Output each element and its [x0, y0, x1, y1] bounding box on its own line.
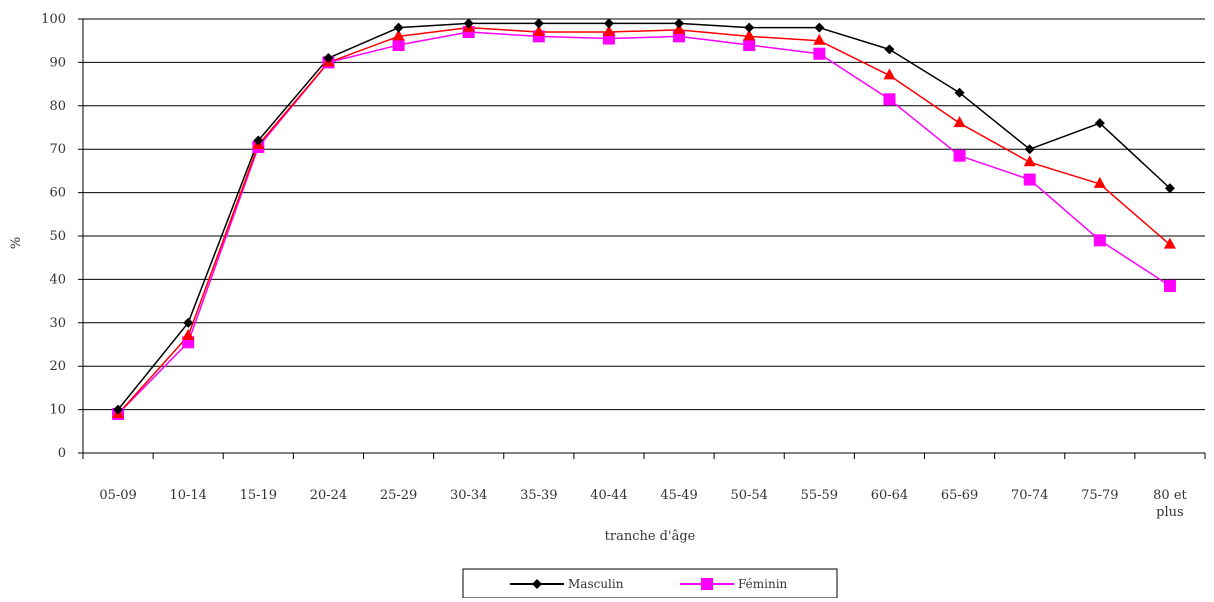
x-tick-label-line: 25-29: [380, 488, 417, 503]
x-tick-label: 65-69: [941, 488, 978, 503]
x-tick-label: 35-39: [520, 488, 557, 503]
legend-marker-diamond: [532, 579, 542, 589]
data-point-diamond: [744, 22, 755, 33]
gridlines: [78, 18, 1206, 459]
y-tick-label: 50: [49, 229, 66, 244]
data-point-triangle: [1093, 176, 1106, 188]
y-tick-label: 60: [49, 186, 66, 201]
x-tick-label-line: 70-74: [1011, 488, 1048, 503]
x-tick-label: 30-34: [450, 488, 487, 503]
y-tick-label: 0: [58, 446, 66, 461]
data-point-triangle: [182, 328, 195, 340]
data-point-diamond: [884, 44, 895, 55]
legend: Masculin Féminin: [462, 568, 838, 599]
x-tick-label-line: 75-79: [1081, 488, 1118, 503]
series-line-diamond: [117, 22, 1171, 411]
x-tick-label: 75-79: [1081, 488, 1118, 503]
data-point-triangle: [953, 116, 966, 128]
data-point-diamond: [954, 87, 965, 98]
x-tick-label-line: 15-19: [240, 488, 277, 503]
data-point-square: [1023, 173, 1036, 186]
y-axis-ticks: 0 10 20 30 40 50 60 70 80 90 100: [41, 12, 66, 461]
data-point-triangle: [1023, 155, 1036, 167]
data-point-diamond: [323, 53, 334, 64]
data-point-diamond: [814, 22, 825, 33]
series-line-triangle: [117, 26, 1171, 415]
data-point-triangle: [673, 22, 686, 34]
y-tick-label: 100: [41, 12, 66, 27]
y-tick-label: 10: [49, 403, 66, 418]
x-tick-label-line: 20-24: [310, 488, 347, 503]
x-tick-label: 60-64: [871, 488, 908, 503]
x-tick-label-line: 10-14: [169, 488, 206, 503]
data-point-diamond: [183, 317, 194, 328]
data-point-triangle: [1163, 237, 1176, 249]
data-point-diamond: [253, 135, 264, 146]
x-tick-label: 25-29: [380, 488, 417, 503]
x-tick-label-line: 05-09: [99, 488, 136, 503]
legend-marker-square: [701, 578, 713, 590]
x-axis-title: tranche d'âge: [605, 529, 696, 544]
data-point-diamond: [674, 18, 685, 29]
x-tick-label: 55-59: [801, 488, 838, 503]
data-point-diamond: [463, 18, 474, 29]
x-tick-label-line: 80 et: [1153, 488, 1187, 503]
data-point-square: [813, 47, 826, 60]
data-point-triangle: [743, 29, 756, 41]
series-markers: [112, 18, 1176, 420]
y-tick-label: 20: [49, 359, 66, 374]
data-point-triangle: [883, 68, 896, 80]
x-tick-label: 70-74: [1011, 488, 1048, 503]
data-point-square: [743, 39, 756, 52]
data-point-diamond: [533, 18, 544, 29]
data-point-diamond: [393, 22, 404, 33]
series-lines: [117, 22, 1171, 415]
data-point-triangle: [392, 29, 405, 41]
data-point-square: [883, 93, 896, 106]
x-axis-ticks: 05-09 10-14 15-19 20-24 25-29 30-34 35-39 40-44…: [99, 488, 1187, 520]
data-point-diamond: [603, 18, 614, 29]
data-point-triangle: [532, 25, 545, 37]
x-tick-label-line: 45-49: [660, 488, 697, 503]
x-tick-label-line: plus: [1156, 505, 1184, 520]
x-tick-label-line: 65-69: [941, 488, 978, 503]
data-point-diamond: [113, 404, 124, 415]
y-tick-label: 90: [49, 55, 66, 70]
x-tick-label: 15-19: [240, 488, 277, 503]
x-tick-label: 45-49: [660, 488, 697, 503]
x-tick-label: 20-24: [310, 488, 347, 503]
x-tick-label-line: 40-44: [590, 488, 627, 503]
x-tick-label-line: 30-34: [450, 488, 487, 503]
x-tick-label-line: 60-64: [871, 488, 908, 503]
data-point-triangle: [602, 25, 615, 37]
data-point-square: [392, 39, 405, 52]
series-line-square: [117, 31, 1171, 415]
x-tick-label: 40-44: [590, 488, 627, 503]
x-tick-label-line: 50-54: [730, 488, 767, 503]
y-tick-label: 40: [49, 272, 66, 287]
data-point-square: [1093, 234, 1106, 247]
data-point-diamond: [1094, 118, 1105, 129]
x-tick-label: 80 et plus: [1153, 488, 1187, 520]
x-tick-label: 10-14: [169, 488, 206, 503]
y-tick-label: 70: [49, 142, 66, 157]
y-axis-title: %: [9, 237, 24, 249]
data-point-square: [953, 149, 966, 162]
y-tick-label: 30: [49, 316, 66, 331]
x-tick-label: 05-09: [99, 488, 136, 503]
legend-label: Féminin: [738, 577, 788, 591]
legend-label: Masculin: [568, 577, 624, 591]
x-tick-label-line: 35-39: [520, 488, 557, 503]
data-point-diamond: [1164, 183, 1175, 194]
data-point-triangle: [813, 33, 826, 45]
y-tick-label: 80: [49, 99, 66, 114]
x-tick-label-line: 55-59: [801, 488, 838, 503]
data-point-square: [1163, 279, 1176, 292]
data-point-diamond: [1024, 144, 1035, 155]
x-tick-label: 50-54: [730, 488, 767, 503]
